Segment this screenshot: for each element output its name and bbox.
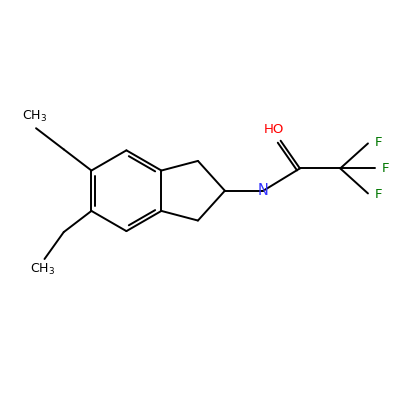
Text: CH$_3$: CH$_3$ (30, 262, 55, 277)
Text: CH$_3$: CH$_3$ (22, 108, 47, 124)
Text: F: F (382, 162, 389, 175)
Text: N: N (258, 183, 269, 198)
Text: HO: HO (263, 123, 284, 136)
Text: F: F (375, 188, 382, 201)
Text: F: F (375, 136, 382, 149)
